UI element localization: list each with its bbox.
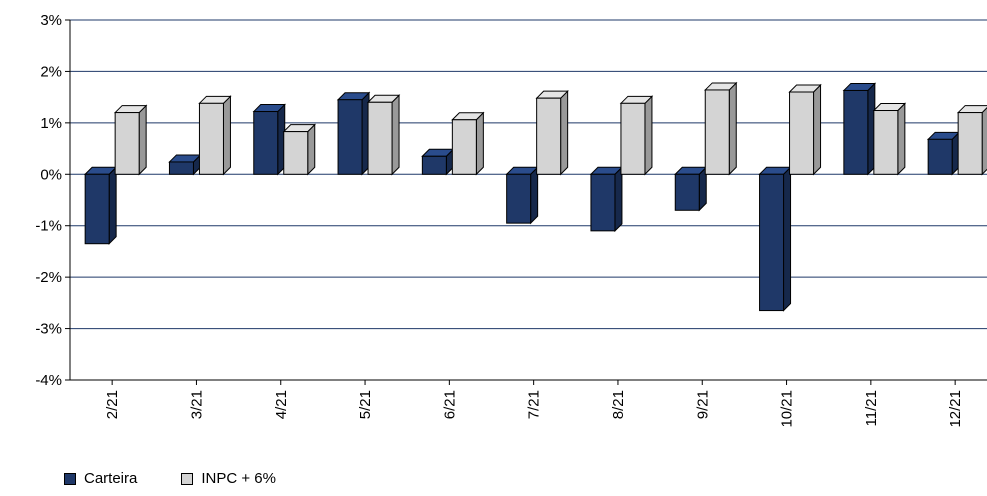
bar-front [506, 173, 532, 224]
bar-front [536, 97, 562, 175]
y-tick-label: -2% [35, 269, 62, 286]
bar-front [704, 89, 730, 175]
bar-carteira [758, 166, 792, 312]
bar-side-face [644, 95, 653, 176]
x-tick-label: 9/21 [694, 390, 711, 419]
y-tick-label: -3% [35, 321, 62, 338]
legend: Carteira INPC + 6% [64, 470, 320, 487]
bar-inpc [704, 81, 738, 176]
bar-front [620, 102, 646, 175]
bar-front [927, 138, 953, 175]
bar-carteira [168, 153, 202, 176]
bar-front [421, 155, 447, 175]
bar-carteira [589, 166, 624, 233]
bar-front [168, 161, 194, 175]
y-tick-label: -4% [35, 372, 62, 389]
bar-carteira [83, 166, 118, 245]
bar-carteira [926, 131, 961, 176]
bar-side-face [391, 94, 400, 176]
legend-item-carteira: Carteira [64, 470, 137, 487]
x-tick-label: 8/21 [610, 390, 627, 419]
bar-carteira [674, 166, 708, 212]
bar-inpc [451, 111, 485, 176]
bar-top-face [956, 105, 987, 114]
bar-inpc [366, 94, 401, 176]
bar-side-face [222, 95, 231, 176]
y-tick-label: -1% [35, 218, 62, 235]
bar-inpc [113, 104, 148, 176]
bar-side-face [475, 111, 484, 176]
x-tick-label: 3/21 [188, 390, 205, 419]
bar-front [759, 173, 785, 312]
bar-front [283, 131, 309, 175]
legend-item-inpc: INPC + 6% [181, 470, 276, 487]
x-tick-label: 7/21 [526, 390, 543, 419]
bar-side-face [530, 166, 539, 225]
bar-carteira [336, 91, 371, 176]
bar-inpc [872, 102, 907, 176]
bar-front [451, 119, 477, 175]
legend-swatch-carteira [64, 472, 76, 485]
x-tick-label: 12/21 [947, 390, 964, 428]
bar-inpc [619, 95, 654, 176]
x-tick-label: 11/21 [863, 390, 880, 426]
bar-inpc [198, 95, 232, 176]
bar-side-face [108, 166, 117, 245]
bar-inpc [535, 89, 569, 176]
x-tick-label: 5/21 [357, 390, 374, 419]
y-tick-label: 3% [40, 12, 62, 29]
bar-carteira [252, 103, 286, 176]
bar-front [873, 110, 899, 175]
bar-side-face [981, 107, 987, 176]
bar-carteira [842, 82, 877, 176]
bar-side-face [560, 89, 569, 176]
bar-front [337, 99, 363, 175]
bar-carteira [505, 166, 539, 225]
legend-label-inpc: INPC + 6% [201, 470, 276, 487]
legend-swatch-inpc [181, 472, 194, 485]
bar-side-face [138, 104, 147, 176]
bar-front [789, 91, 815, 175]
bar-front [253, 111, 279, 175]
bar-side-face [614, 166, 623, 233]
bar-front [674, 173, 700, 211]
bar-front [957, 112, 983, 175]
bar-inpc [788, 83, 822, 176]
x-tick-label: 4/21 [273, 390, 290, 419]
bar-side-face [728, 81, 737, 176]
x-tick-label: 10/21 [779, 390, 796, 428]
bar-front [114, 112, 140, 175]
bar-inpc [282, 123, 316, 176]
bar-carteira [421, 148, 455, 176]
bar-front [843, 89, 869, 175]
y-tick-label: 1% [40, 115, 62, 132]
y-tick-label: 0% [40, 166, 62, 183]
bar-side-face [783, 166, 792, 312]
bar-front [198, 102, 224, 175]
bar-side-face [897, 102, 906, 176]
bar-side-face [307, 123, 316, 176]
bar-front [590, 173, 616, 232]
y-tick-label: 2% [40, 63, 62, 80]
x-tick-label: 2/21 [104, 390, 121, 419]
bar-front [367, 101, 393, 175]
bar-side-face [813, 83, 822, 176]
legend-label-carteira: Carteira [84, 470, 138, 487]
x-tick-label: 6/21 [441, 390, 458, 419]
bar-inpc [956, 105, 987, 176]
bar-front [84, 173, 110, 245]
